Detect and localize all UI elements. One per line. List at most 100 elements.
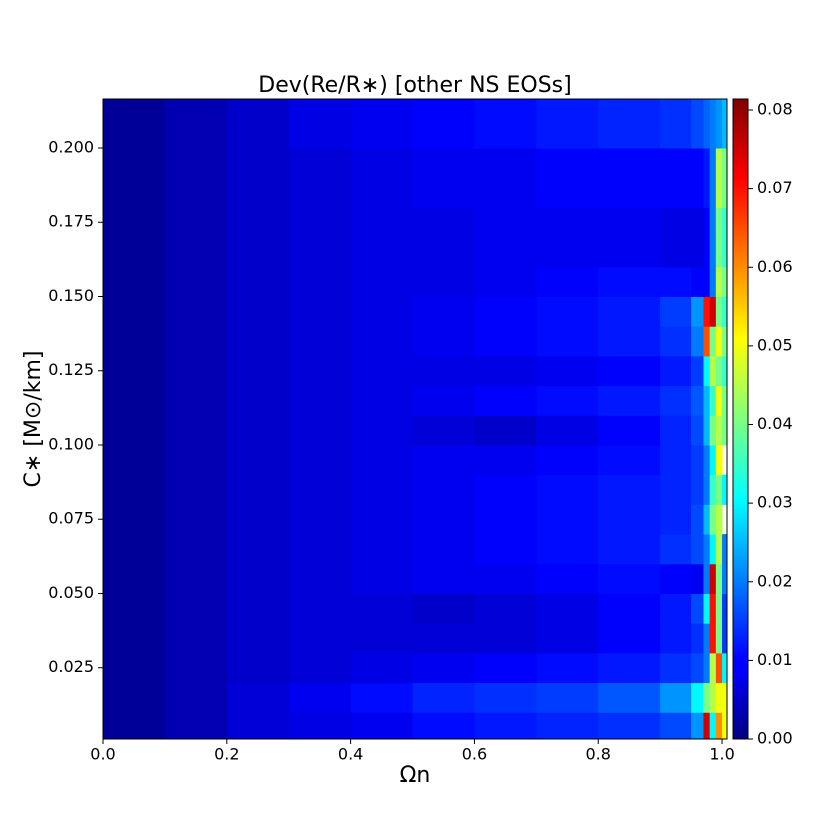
heatmap-cell [691, 712, 704, 740]
heatmap-cell [709, 623, 717, 654]
heatmap-cell [412, 534, 475, 565]
heatmap-cell [103, 355, 166, 387]
heatmap-cell [164, 99, 228, 149]
heatmap-cell [288, 385, 352, 416]
y-tick-label: 0.050 [48, 583, 94, 602]
heatmap-cell [226, 623, 290, 654]
heatmap-cell [474, 99, 537, 149]
heatmap-cell [103, 474, 166, 505]
heatmap-cell [691, 563, 704, 594]
heatmap-cell [703, 266, 711, 297]
heatmap-cell [226, 415, 290, 446]
heatmap-cell [474, 504, 537, 535]
heatmap-cell [474, 148, 537, 208]
heatmap-cell [164, 504, 228, 535]
heatmap-cell [103, 712, 166, 740]
heatmap-cell [715, 415, 723, 446]
heatmap-cell [691, 415, 704, 446]
y-tick-label: 0.100 [48, 434, 94, 453]
heatmap-cell [412, 326, 475, 357]
heatmap-cell [164, 682, 228, 713]
heatmap-cell [598, 712, 661, 740]
heatmap-cell [412, 682, 475, 713]
heatmap-cell [350, 504, 414, 535]
heatmap-cell [350, 355, 414, 387]
y-tick-label: 0.125 [48, 360, 94, 379]
heatmap-cell [715, 682, 723, 713]
colorbar [733, 99, 748, 739]
heatmap-cell [103, 207, 166, 268]
heatmap-cell [226, 563, 290, 594]
heatmap-cell [474, 682, 537, 713]
heatmap-cell [691, 474, 704, 505]
heatmap-cell [164, 652, 228, 684]
heatmap-cell [536, 623, 599, 654]
heatmap-cell [660, 682, 692, 713]
heatmap-cell [412, 207, 475, 268]
heatmap-cell [660, 652, 692, 684]
heatmap-cell [474, 207, 537, 268]
heatmap-cell [103, 534, 166, 565]
heatmap-cell [691, 266, 704, 297]
heatmap-cell [660, 207, 692, 268]
heatmap-cell [288, 207, 352, 268]
heatmap-cell [703, 415, 711, 446]
heatmap-cell [703, 326, 711, 357]
heatmap-cell [164, 474, 228, 505]
heatmap-cell [709, 504, 717, 535]
heatmap-cell [350, 444, 414, 476]
heatmap-cell [709, 148, 717, 208]
heatmap-cell [703, 148, 711, 208]
heatmap-cell [709, 355, 717, 387]
heatmap-cell [691, 652, 704, 684]
heatmap-cell [226, 712, 290, 740]
heatmap-cell [226, 99, 290, 149]
heatmap-cell [709, 682, 717, 713]
heatmap-cell [288, 148, 352, 208]
heatmap-cell [226, 355, 290, 387]
colorbar-tick-label: 0.01 [757, 650, 793, 669]
heatmap-cell [722, 296, 728, 327]
heatmap-cell [288, 444, 352, 476]
heatmap-cell [598, 682, 661, 713]
heatmap-cell [226, 474, 290, 505]
y-tick-label: 0.075 [48, 509, 94, 528]
heatmap-cell [660, 534, 692, 565]
heatmap-cell [536, 296, 599, 327]
heatmap-cell [474, 326, 537, 357]
heatmap-cell [164, 623, 228, 654]
heatmap-cell [288, 99, 352, 149]
heatmap-cell [703, 652, 711, 684]
heatmap-cell [722, 474, 728, 505]
heatmap-cell [715, 148, 723, 208]
heatmap-cell [703, 712, 711, 740]
heatmap-cell [660, 355, 692, 387]
heatmap-cell [715, 207, 723, 268]
heatmap-cell [412, 296, 475, 327]
heatmap-cell [715, 266, 723, 297]
heatmap-cell [709, 534, 717, 565]
heatmap-cell [164, 266, 228, 297]
heatmap-cell [103, 415, 166, 446]
heatmap-cell [288, 474, 352, 505]
heatmap-cell [412, 712, 475, 740]
heatmap-cell [226, 385, 290, 416]
heatmap-cell [715, 326, 723, 357]
heatmap-cell [691, 148, 704, 208]
heatmap-cell [703, 99, 711, 149]
colorbar-tick-label: 0.04 [757, 414, 793, 433]
heatmap-cell [660, 474, 692, 505]
heatmap-cell [715, 99, 723, 149]
heatmap-cell [598, 563, 661, 594]
heatmap-cell [703, 444, 711, 476]
heatmap-cell [536, 207, 599, 268]
heatmap-cell [722, 593, 728, 624]
heatmap-cell [350, 474, 414, 505]
heatmap-cell [412, 444, 475, 476]
heatmap-cell [660, 415, 692, 446]
y-axis-label: C∗ [M⊙/km] [21, 351, 46, 488]
heatmap-cell [288, 623, 352, 654]
heatmap-cell [226, 296, 290, 327]
x-tick-label: 0.6 [462, 745, 487, 764]
